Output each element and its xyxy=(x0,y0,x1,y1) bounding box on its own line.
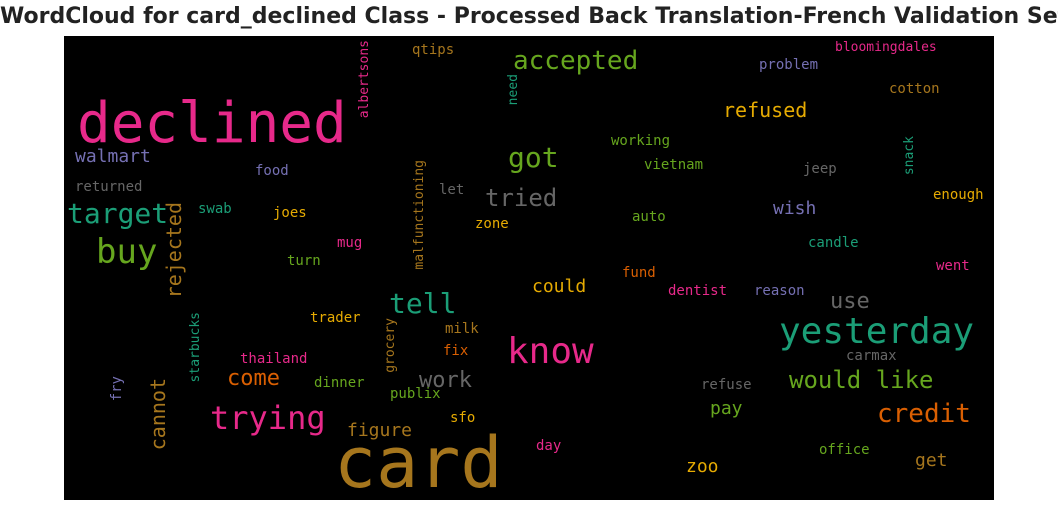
word-albertsons: albertsons xyxy=(357,40,372,119)
word-went: went xyxy=(936,258,970,274)
word-would-like: would like xyxy=(789,366,934,394)
word-credit: credit xyxy=(877,399,971,429)
word-trying: trying xyxy=(210,399,326,437)
word-work: work xyxy=(419,368,472,393)
word-figure: figure xyxy=(347,420,413,441)
word-grocery: grocery xyxy=(383,318,398,373)
word-rejected: rejected xyxy=(162,202,186,299)
word-food: food xyxy=(255,163,289,179)
word-working: working xyxy=(611,133,671,149)
word-fix: fix xyxy=(443,343,469,359)
word-come: come xyxy=(227,366,280,391)
word-turn: turn xyxy=(287,253,321,269)
word-get: get xyxy=(915,450,948,471)
word-vietnam: vietnam xyxy=(644,157,704,173)
word-reason: reason xyxy=(754,283,805,299)
word-trader: trader xyxy=(310,310,361,326)
word-sfo: sfo xyxy=(450,410,476,426)
word-thailand: thailand xyxy=(240,351,308,367)
word-carmax: carmax xyxy=(846,348,897,364)
word-dentist: dentist xyxy=(668,283,728,299)
word-tried: tried xyxy=(485,184,558,212)
word-refuse: refuse xyxy=(701,377,752,393)
word-refused: refused xyxy=(723,98,808,122)
word-joes: joes xyxy=(273,205,307,221)
word-walmart: walmart xyxy=(75,146,151,167)
word-milk: milk xyxy=(445,321,479,337)
word-need: need xyxy=(506,74,521,106)
word-mug: mug xyxy=(337,235,363,251)
word-cotton: cotton xyxy=(889,81,940,97)
word-auto: auto xyxy=(632,209,666,225)
word-card: card xyxy=(334,422,503,500)
word-bloomingdales: bloomingdales xyxy=(835,40,937,55)
word-let: let xyxy=(439,182,465,198)
word-target: target xyxy=(67,197,169,230)
word-dinner: dinner xyxy=(314,375,365,391)
word-fund: fund xyxy=(622,265,656,281)
word-swab: swab xyxy=(198,201,232,217)
word-fry: fry xyxy=(109,376,125,402)
word-publix: publix xyxy=(390,386,441,402)
word-candle: candle xyxy=(808,235,859,251)
word-know: know xyxy=(507,331,594,372)
word-tell: tell xyxy=(389,287,457,320)
word-snack: snack xyxy=(902,136,917,176)
word-enough: enough xyxy=(933,187,984,203)
word-jeep: jeep xyxy=(803,161,837,177)
word-could: could xyxy=(532,276,587,297)
word-starbucks: starbucks xyxy=(188,312,203,383)
word-problem: problem xyxy=(759,57,819,73)
word-returned: returned xyxy=(75,179,143,195)
word-cannot: cannot xyxy=(146,378,170,451)
word-pay: pay xyxy=(710,398,743,419)
word-malfunctioning: malfunctioning xyxy=(412,160,427,270)
word-zoo: zoo xyxy=(686,456,719,477)
wordcloud-canvas: card declined yesterday know accepted trying b… xyxy=(64,36,994,500)
word-accepted: accepted xyxy=(513,46,639,76)
word-yesterday: yesterday xyxy=(779,311,975,352)
word-qtips: qtips xyxy=(412,42,455,58)
word-office: office xyxy=(819,442,870,458)
word-wish: wish xyxy=(773,198,817,219)
word-day: day xyxy=(536,438,562,454)
chart-title: WordCloud for card_declined Class - Proc… xyxy=(0,4,1058,29)
word-got: got xyxy=(508,141,559,174)
word-declined: declined xyxy=(77,91,347,156)
word-buy: buy xyxy=(96,232,158,272)
word-use: use xyxy=(830,289,870,314)
word-zone: zone xyxy=(475,216,509,232)
